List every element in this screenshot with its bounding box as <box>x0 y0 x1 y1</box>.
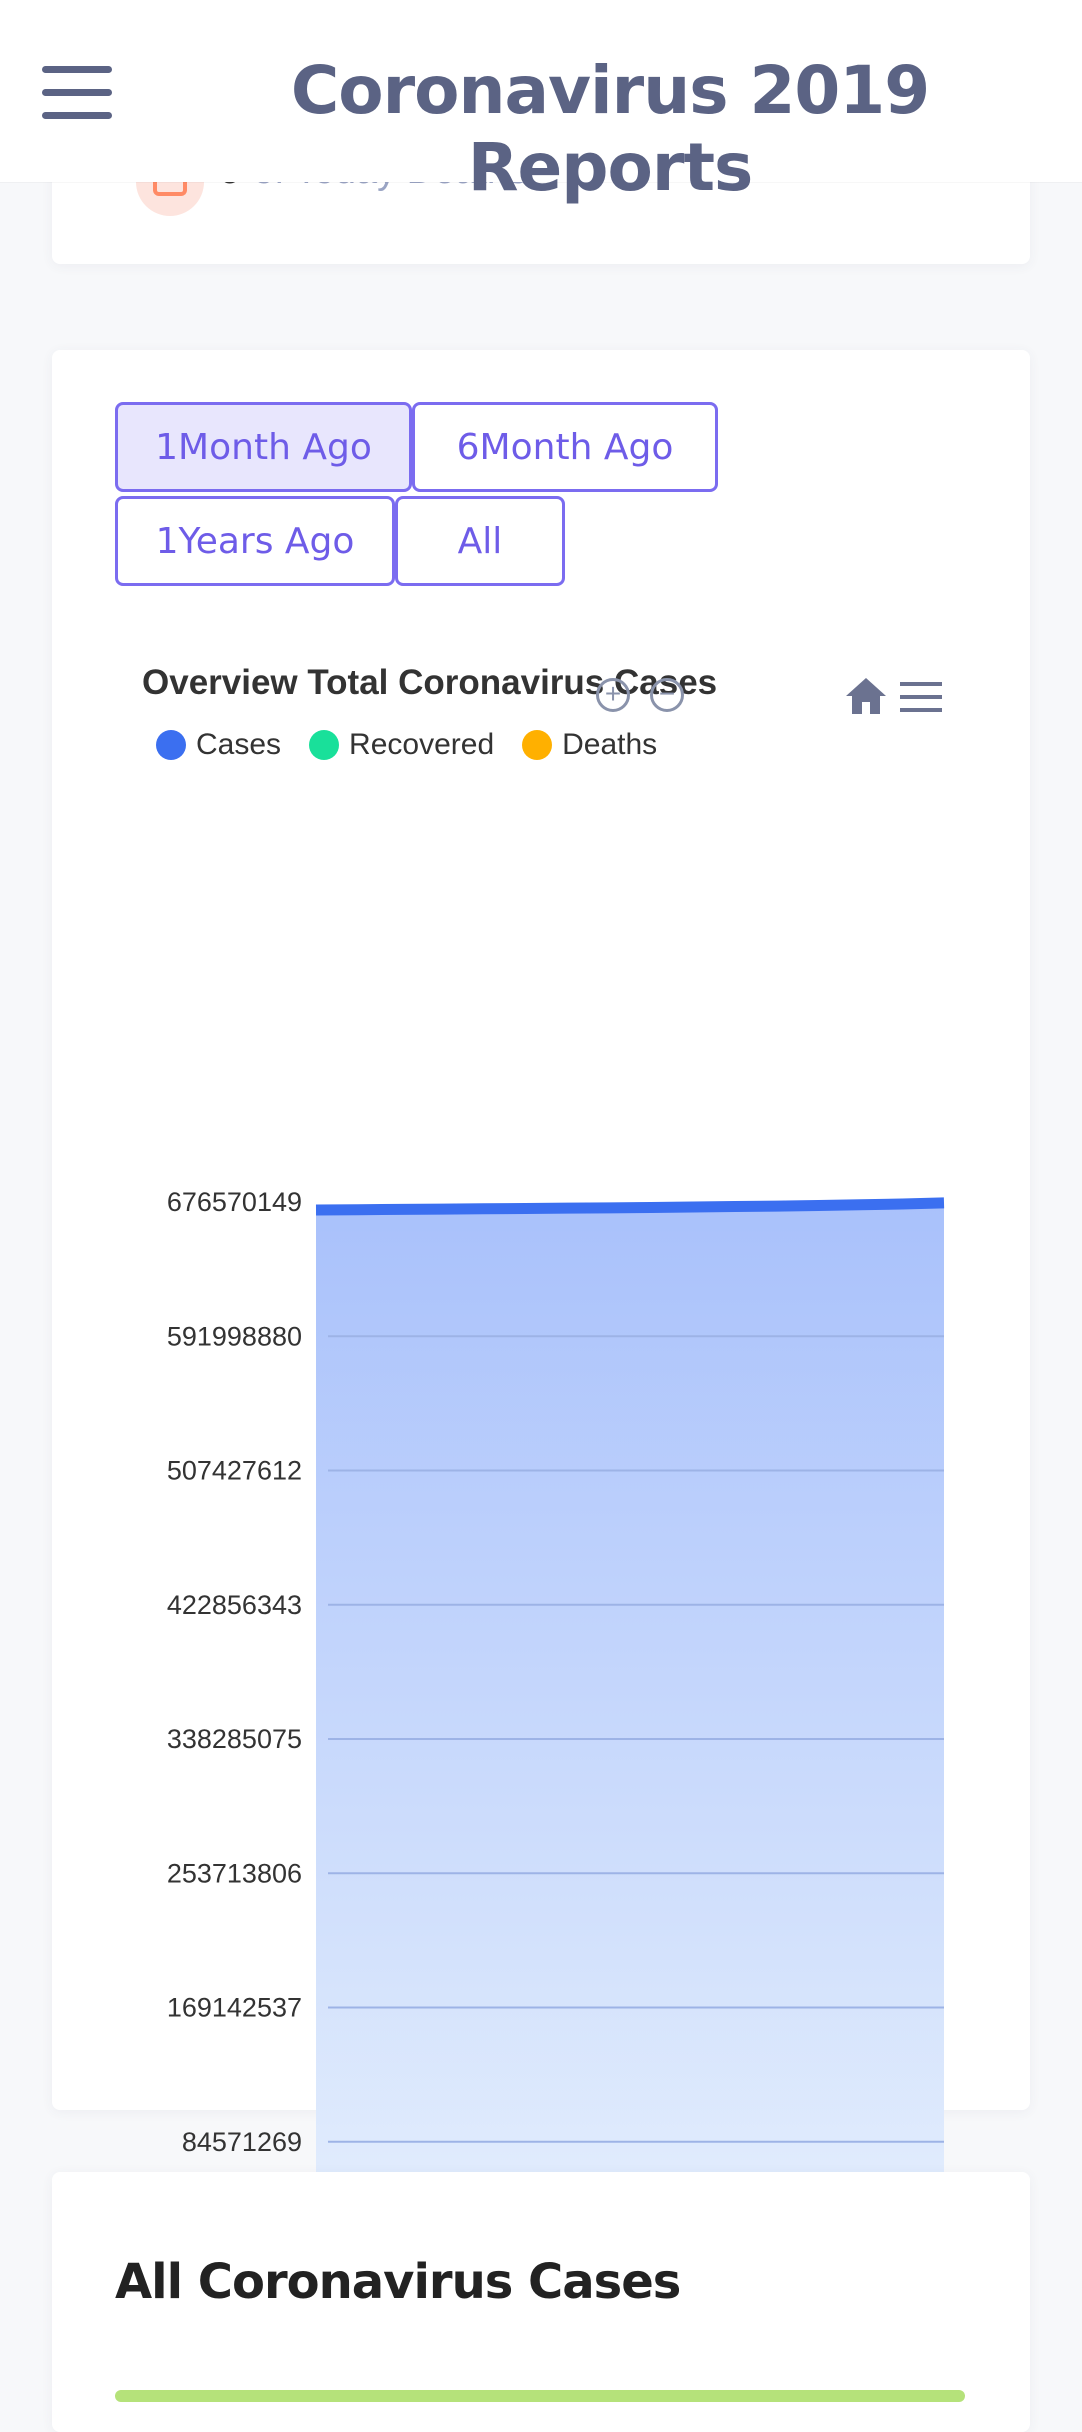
range-6month-button[interactable]: 6Month Ago <box>412 402 718 492</box>
legend-item-cases[interactable]: Cases <box>156 728 281 762</box>
overview-chart-card: 1Month Ago 6Month Ago 1Years Ago All Ove… <box>52 350 1030 2110</box>
y-tick-label: 676570149 <box>167 1187 302 1217</box>
range-1month-button[interactable]: 1Month Ago <box>115 402 412 492</box>
legend-dot-recovered <box>309 730 339 760</box>
all-cases-title: All Coronavirus Cases <box>115 2254 680 2310</box>
cases-area <box>316 1203 944 2270</box>
y-tick-label: 507427612 <box>167 1456 302 1486</box>
legend-dot-cases <box>156 730 186 760</box>
legend-label-cases: Cases <box>196 728 281 762</box>
all-cases-bar <box>115 2390 965 2402</box>
range-all-button[interactable]: All <box>395 496 565 586</box>
legend-label-deaths: Deaths <box>562 728 657 762</box>
home-icon[interactable] <box>844 676 888 716</box>
legend-item-recovered[interactable]: Recovered <box>309 728 494 762</box>
all-cases-card: All Coronavirus Cases <box>52 2172 1030 2432</box>
legend-dot-deaths <box>522 730 552 760</box>
y-tick-label: 591998880 <box>167 1321 302 1351</box>
legend-item-deaths[interactable]: Deaths <box>522 728 657 762</box>
chart-legend: Cases Recovered Deaths <box>156 728 685 762</box>
zoom-in-icon[interactable]: + <box>596 678 630 712</box>
range-1year-button[interactable]: 1Years Ago <box>115 496 395 586</box>
chart-title: Overview Total Coronavirus Cases <box>142 663 717 703</box>
page-title: Coronavirus 2019 Reports <box>190 52 1030 206</box>
chart-plot-area: 676570149 591998880 507427612 422856343 3382… <box>52 770 1030 2270</box>
y-tick-label: 169142537 <box>167 1993 302 2023</box>
cases-line <box>316 1203 944 1210</box>
hamburger-menu-icon[interactable] <box>42 66 112 120</box>
y-tick-label: 422856343 <box>167 1590 302 1620</box>
app-header: Coronavirus 2019 Reports <box>0 0 1082 182</box>
y-tick-label: 338285075 <box>167 1724 302 1754</box>
y-tick-label: 84571269 <box>182 2127 302 2157</box>
legend-label-recovered: Recovered <box>349 728 494 762</box>
zoom-out-icon[interactable]: − <box>650 678 684 712</box>
chart-menu-icon[interactable] <box>900 680 942 714</box>
y-tick-label: 253713806 <box>167 1858 302 1888</box>
